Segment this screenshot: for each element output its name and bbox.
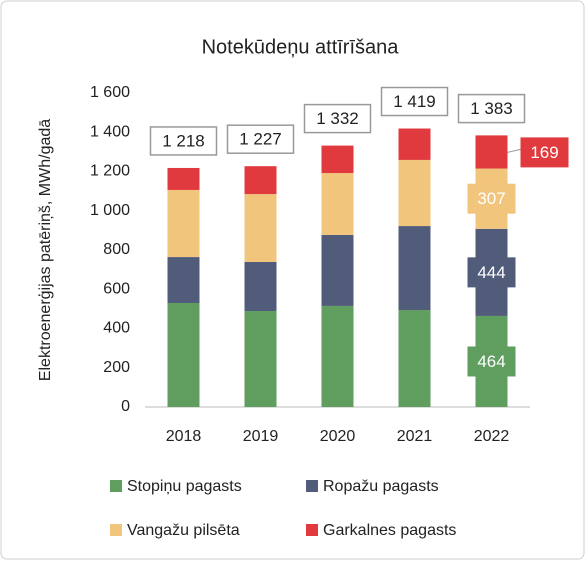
legend-label: Garkalnes pagasts [323, 522, 456, 539]
legend-label: Stopiņu pagasts [127, 478, 242, 495]
x-tick-label: 2018 [166, 428, 202, 445]
total-label: 1 383 [470, 99, 513, 118]
total-label: 1 419 [393, 92, 436, 111]
bar-segment [398, 128, 431, 160]
value-label: 169 [530, 143, 558, 162]
total-label: 1 332 [316, 109, 359, 128]
y-tick-label: 1 600 [90, 84, 130, 101]
y-tick-label: 1 200 [90, 163, 130, 180]
x-tick-label: 2021 [397, 428, 433, 445]
value-label: 464 [477, 352, 505, 371]
legend-label: Vangažu pilsēta [127, 522, 240, 539]
bar-segment [398, 159, 431, 227]
value-label-box [467, 346, 516, 377]
y-tick-label: 200 [103, 359, 130, 376]
bar-segment [321, 305, 354, 407]
y-axis-label: Elektroenerģijas patēriņš, MWh/gadā [36, 119, 54, 381]
legend-swatch [306, 524, 318, 536]
bar-segment [244, 311, 277, 407]
leader-line [507, 148, 521, 153]
x-tick-label: 2019 [243, 428, 279, 445]
total-label-box [303, 103, 372, 134]
bar-segment [167, 189, 200, 258]
bar-segment [321, 173, 354, 235]
y-tick-label: 400 [103, 320, 130, 337]
total-label-box [457, 93, 526, 124]
value-label: 444 [477, 263, 505, 282]
value-label-box [467, 257, 516, 288]
bar-segment [475, 135, 508, 169]
chart-title: Notekūdeņu attīrīšana [202, 36, 400, 58]
bar-segment [244, 261, 277, 312]
bar-segment [321, 234, 354, 306]
value-label: 307 [477, 189, 505, 208]
x-tick-label: 2022 [474, 428, 510, 445]
legend-swatch [110, 480, 122, 492]
bar-segment [398, 226, 431, 311]
bar-segment [244, 194, 277, 262]
total-label-box [226, 124, 295, 154]
total-label-box [149, 126, 218, 156]
bar-segment [167, 257, 200, 303]
legend-swatch [306, 480, 318, 492]
y-tick-label: 1 000 [90, 202, 130, 219]
total-label-box [380, 86, 449, 117]
value-label-box [467, 183, 516, 214]
legend-swatch [110, 524, 122, 536]
value-label-box [520, 137, 569, 168]
bar-segment [167, 167, 200, 190]
legend-label: Ropažu pagasts [323, 478, 439, 495]
total-label: 1 227 [239, 130, 282, 149]
y-tick-label: 600 [103, 280, 130, 297]
bar-segment [244, 166, 277, 195]
x-tick-label: 2020 [320, 428, 356, 445]
y-tick-label: 1 400 [90, 123, 130, 140]
y-tick-label: 800 [103, 241, 130, 258]
bar-segment [167, 302, 200, 407]
bar-segment [398, 310, 431, 407]
bar-segment [321, 145, 354, 174]
total-label: 1 218 [162, 131, 205, 150]
y-tick-label: 0 [121, 398, 130, 415]
